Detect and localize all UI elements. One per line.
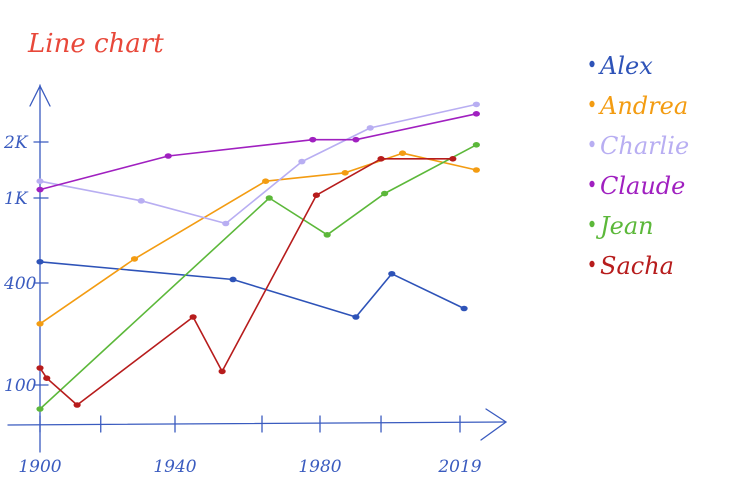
x-ticks: 1900 1940 1980 2019 bbox=[18, 415, 482, 477]
series-alex bbox=[36, 258, 468, 320]
legend-item: Andrea bbox=[589, 92, 688, 120]
series-line bbox=[39, 103, 478, 225]
y-axis bbox=[29, 84, 51, 453]
y-ticks: 100 400 1K 2K bbox=[3, 133, 49, 396]
series-sacha bbox=[36, 156, 457, 408]
legend-label: Sacha bbox=[600, 252, 674, 280]
data-point bbox=[36, 365, 44, 371]
legend-item: Charlie bbox=[589, 132, 689, 160]
data-point bbox=[309, 136, 317, 143]
series-line bbox=[39, 158, 454, 406]
data-point bbox=[73, 402, 81, 408]
series-line bbox=[39, 261, 465, 318]
legend: Alex Andrea Charlie Claude Jean Sacha bbox=[589, 52, 689, 280]
x-tick-label: 1900 bbox=[18, 457, 61, 477]
data-point bbox=[164, 153, 172, 159]
legend-item: Claude bbox=[589, 172, 685, 200]
y-tick-label: 2K bbox=[3, 133, 29, 153]
data-point bbox=[449, 156, 457, 162]
data-point bbox=[36, 186, 44, 193]
legend-marker bbox=[589, 60, 595, 68]
data-point bbox=[36, 321, 44, 327]
data-point bbox=[388, 270, 396, 277]
series-layer bbox=[36, 101, 480, 412]
data-point bbox=[472, 167, 480, 173]
data-point bbox=[43, 375, 51, 382]
legend-marker bbox=[589, 100, 595, 108]
series-claude bbox=[36, 111, 480, 193]
series-charlie bbox=[36, 101, 480, 227]
series-line bbox=[39, 113, 478, 191]
legend-item: Jean bbox=[589, 212, 654, 240]
legend-item: Sacha bbox=[589, 252, 674, 280]
data-point bbox=[323, 232, 331, 238]
legend-marker bbox=[589, 260, 595, 268]
legend-label: Claude bbox=[600, 172, 685, 200]
chart-title: Line chart bbox=[27, 29, 164, 59]
legend-marker bbox=[589, 220, 595, 228]
x-axis bbox=[7, 408, 508, 441]
data-point bbox=[381, 190, 389, 197]
legend-marker bbox=[589, 180, 595, 188]
data-point bbox=[229, 276, 237, 283]
series-line bbox=[39, 152, 478, 325]
data-point bbox=[130, 256, 139, 262]
data-point bbox=[472, 142, 480, 148]
series-jean bbox=[36, 142, 480, 412]
data-point bbox=[189, 314, 197, 320]
data-point bbox=[460, 305, 468, 312]
data-point bbox=[218, 368, 226, 375]
x-tick-label: 2019 bbox=[437, 457, 481, 477]
x-tick-label: 1980 bbox=[298, 457, 341, 477]
y-axis-arrow-icon bbox=[29, 84, 51, 107]
data-point bbox=[472, 101, 480, 108]
y-tick-label: 1K bbox=[4, 189, 29, 209]
legend-label: Jean bbox=[595, 212, 654, 240]
legend-item: Alex bbox=[589, 52, 653, 80]
series-line bbox=[39, 144, 478, 410]
x-axis-line bbox=[7, 421, 506, 426]
legend-label: Andrea bbox=[598, 92, 688, 120]
data-point bbox=[265, 195, 273, 201]
data-point bbox=[36, 258, 44, 265]
data-point bbox=[36, 406, 44, 412]
data-point bbox=[341, 170, 349, 176]
x-axis-arrow-icon bbox=[480, 408, 508, 441]
data-point bbox=[352, 314, 360, 320]
data-point bbox=[366, 125, 374, 131]
y-tick-label: 400 bbox=[3, 274, 37, 294]
x-tick-label: 1940 bbox=[153, 457, 196, 477]
data-point bbox=[398, 150, 407, 156]
data-point bbox=[222, 220, 230, 227]
data-point bbox=[377, 156, 385, 162]
legend-label: Charlie bbox=[600, 132, 689, 160]
data-point bbox=[312, 192, 320, 198]
data-point bbox=[262, 178, 270, 184]
y-tick-label: 100 bbox=[4, 376, 37, 396]
data-point bbox=[298, 158, 306, 165]
legend-label: Alex bbox=[598, 52, 653, 80]
data-point bbox=[36, 178, 44, 184]
data-point bbox=[472, 111, 480, 117]
data-point bbox=[352, 136, 360, 143]
legend-marker bbox=[589, 140, 595, 148]
series-andrea bbox=[36, 150, 480, 327]
data-point bbox=[137, 198, 145, 204]
